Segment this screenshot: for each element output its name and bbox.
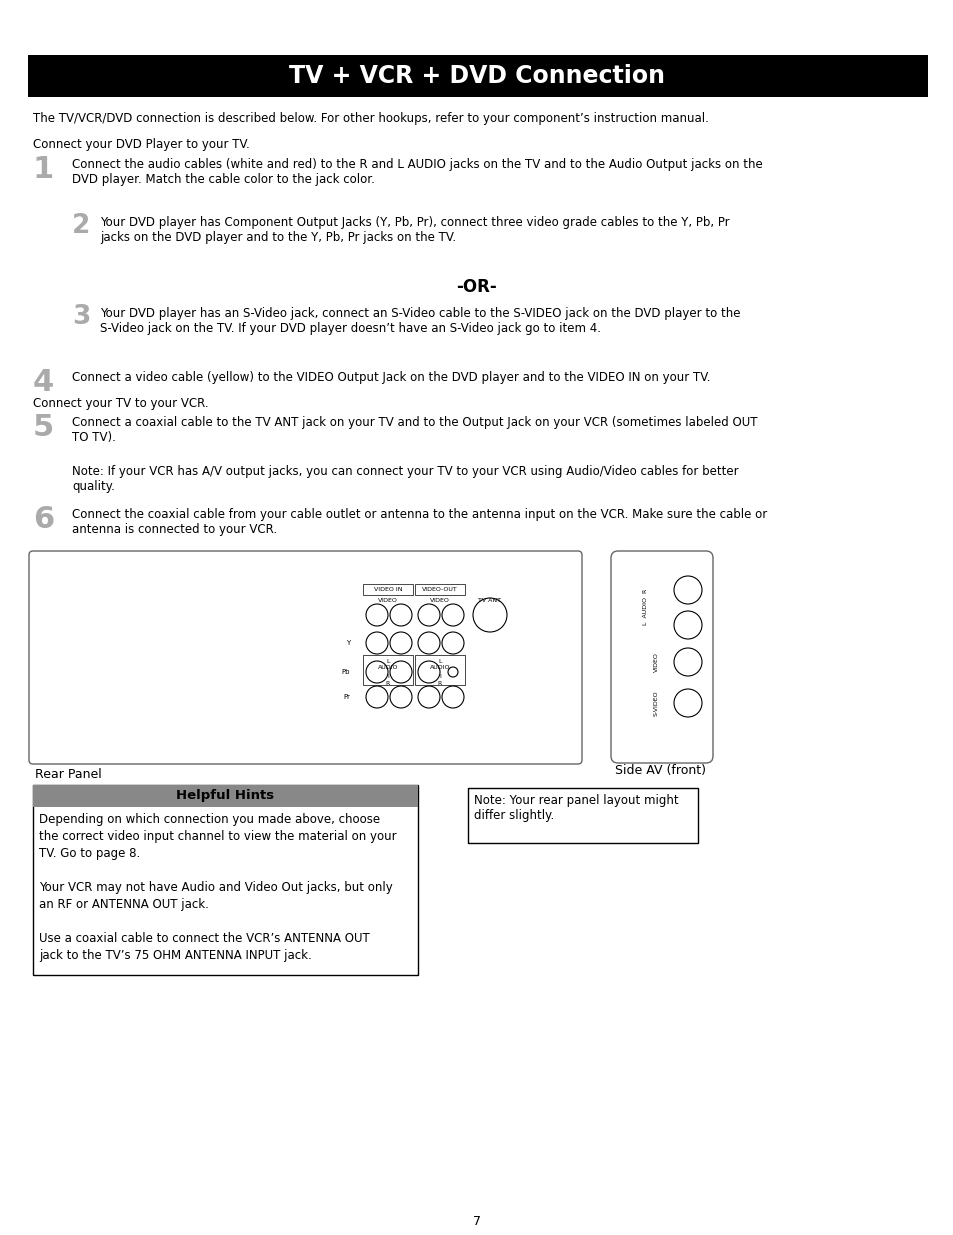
Bar [468,788,698,844]
Text: Connect a coaxial cable to the TV ANT jack on your TV and to the Output Jack on : Connect a coaxial cable to the TV ANT ja… [71,416,757,445]
Text: L: L [437,659,441,664]
Bar [33,785,417,806]
Text: -OR-: -OR- [456,278,497,296]
Text: 6: 6 [33,505,54,534]
Text: VIDEO IN: VIDEO IN [374,587,402,592]
Text: I: I [387,674,389,679]
Text: Note: Your rear panel layout might
differ slightly.: Note: Your rear panel layout might diffe… [474,794,678,823]
Text: Connect your TV to your VCR.: Connect your TV to your VCR. [33,396,209,410]
Text: VIDEO-OUT: VIDEO-OUT [421,587,457,592]
FancyBboxPatch shape [29,551,581,764]
Text: Connect your DVD Player to your TV.: Connect your DVD Player to your TV. [33,138,250,151]
Text: L  AUDIO  R: L AUDIO R [643,589,648,625]
Bar [415,655,464,685]
Text: 5: 5 [33,412,54,442]
Text: VIDEO: VIDEO [653,652,658,672]
Text: Depending on which connection you made above, choose
the correct video input cha: Depending on which connection you made a… [39,813,396,962]
Bar [415,584,464,595]
Text: AUDIO: AUDIO [429,664,450,671]
Text: 3: 3 [71,304,91,330]
Text: R: R [437,680,441,685]
Text: 2: 2 [71,212,91,240]
Text: Connect the audio cables (white and red) to the R and L AUDIO jacks on the TV an: Connect the audio cables (white and red)… [71,158,762,186]
Text: AUDIO: AUDIO [377,664,397,671]
Bar [363,584,413,595]
Text: Side AV (front): Side AV (front) [615,764,705,777]
Text: S-VIDEO: S-VIDEO [653,690,658,716]
Text: Pb: Pb [341,669,350,676]
Text: Helpful Hints: Helpful Hints [176,789,274,803]
Text: I: I [438,674,440,679]
Bar [33,785,417,974]
Text: The TV/VCR/DVD connection is described below. For other hookups, refer to your c: The TV/VCR/DVD connection is described b… [33,112,708,125]
Bar [363,655,413,685]
Text: 7: 7 [473,1215,480,1228]
Text: VIDEO: VIDEO [430,598,450,603]
Text: Connect the coaxial cable from your cable outlet or antenna to the antenna input: Connect the coaxial cable from your cabl… [71,508,766,536]
Text: Connect a video cable (yellow) to the VIDEO Output Jack on the DVD player and to: Connect a video cable (yellow) to the VI… [71,370,710,384]
Text: 4: 4 [33,368,54,396]
Text: Your DVD player has Component Output Jacks (Y, Pb, Pr), connect three video grad: Your DVD player has Component Output Jac… [100,216,729,245]
Bar [28,56,927,98]
Text: L: L [386,659,390,664]
Text: Pr: Pr [343,694,350,700]
Text: Note: If your VCR has A/V output jacks, you can connect your TV to your VCR usin: Note: If your VCR has A/V output jacks, … [71,466,738,493]
Text: Your DVD player has an S-Video jack, connect an S-Video cable to the S-VIDEO jac: Your DVD player has an S-Video jack, con… [100,308,740,335]
Text: TV ANT: TV ANT [478,598,501,603]
Text: R: R [385,680,390,685]
FancyBboxPatch shape [610,551,712,763]
Text: 1: 1 [33,156,54,184]
Text: Y: Y [345,640,350,646]
Text: TV + VCR + DVD Connection: TV + VCR + DVD Connection [289,64,664,88]
Text: VIDEO: VIDEO [377,598,397,603]
Text: Rear Panel: Rear Panel [35,768,102,781]
